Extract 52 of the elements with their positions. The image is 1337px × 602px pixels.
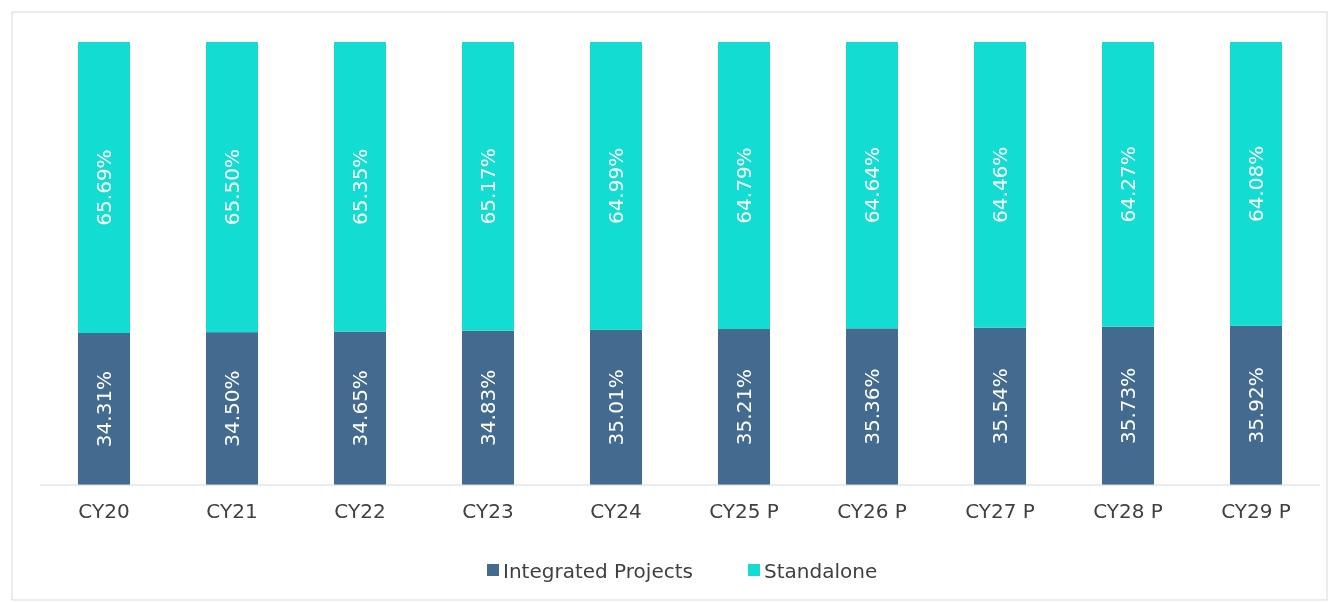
bar [590, 42, 642, 330]
data-label: 64.08% [1244, 145, 1268, 223]
bar [718, 42, 770, 330]
data-label: 35.01% [604, 369, 628, 446]
data-label: 64.64% [860, 147, 884, 224]
x-tick-label: CY20 [78, 499, 130, 523]
data-label: 34.65% [348, 370, 372, 447]
bar [78, 42, 130, 334]
data-label: 64.99% [604, 147, 628, 225]
x-tick-label: CY23 [462, 499, 514, 523]
bar [462, 330, 514, 485]
data-label: 64.27% [1116, 146, 1140, 223]
bar [334, 42, 386, 332]
bar [974, 327, 1026, 485]
data-label: 35.92% [1244, 367, 1268, 444]
bar [462, 42, 514, 331]
bar [846, 328, 898, 485]
data-label: 64.46% [988, 146, 1012, 223]
bar [1102, 326, 1154, 485]
data-label: 34.50% [220, 370, 244, 447]
bar [206, 332, 258, 485]
data-label: 65.35% [348, 148, 372, 225]
x-tick-label: CY21 [206, 499, 258, 523]
bar [1230, 42, 1282, 326]
bar [974, 42, 1026, 328]
data-label: 35.36% [860, 368, 884, 445]
data-label: 35.73% [1116, 367, 1140, 444]
bar [334, 331, 386, 485]
data-label: 65.50% [220, 148, 244, 226]
bar [206, 42, 258, 333]
legend-label: Integrated Projects [503, 559, 693, 583]
x-tick-label: CY24 [590, 499, 642, 523]
x-tick-label: CY25 P [709, 499, 779, 523]
data-label: 35.54% [988, 368, 1012, 445]
legend-label: Standalone [764, 559, 878, 583]
bar [1102, 42, 1154, 327]
x-tick-label: CY29 P [1221, 499, 1291, 523]
data-label: 65.69% [92, 149, 116, 226]
bar [718, 329, 770, 485]
x-tick-label: CY28 P [1093, 499, 1163, 523]
bar [590, 329, 642, 485]
data-label: 34.83% [476, 369, 500, 446]
bar [846, 42, 898, 329]
data-label: 64.79% [732, 147, 756, 224]
x-tick-label: CY26 P [837, 499, 907, 523]
data-label: 65.17% [476, 148, 500, 225]
data-label: 35.21% [732, 368, 756, 446]
x-tick-label: CY22 [334, 499, 386, 523]
data-label: 34.31% [92, 370, 116, 448]
bar [1230, 325, 1282, 485]
bar [78, 333, 130, 485]
x-tick-label: CY27 P [965, 499, 1035, 523]
